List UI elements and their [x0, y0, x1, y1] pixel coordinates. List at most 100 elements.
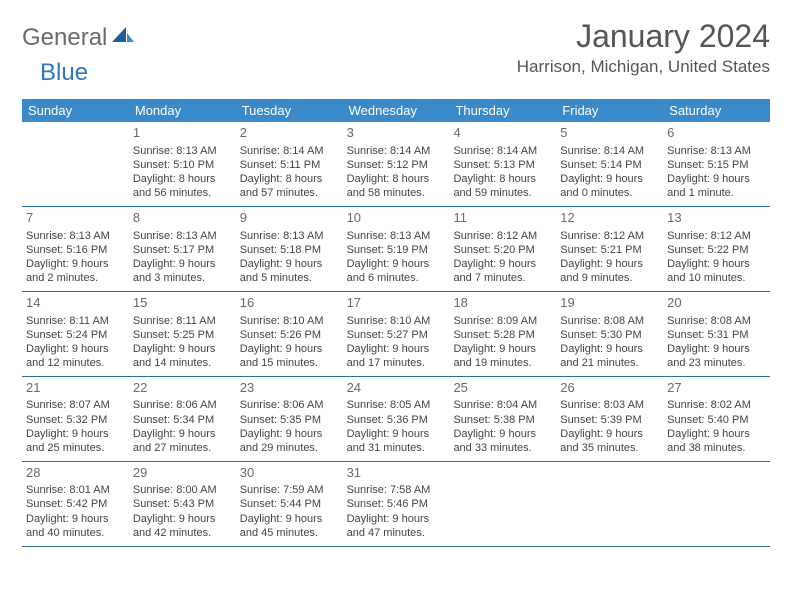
day-detail-line: Daylight: 9 hours: [560, 427, 659, 441]
day-detail-line: Sunset: 5:44 PM: [240, 497, 339, 511]
day-detail-line: and 21 minutes.: [560, 356, 659, 370]
day-detail-line: Sunrise: 8:13 AM: [347, 229, 446, 243]
day-detail-line: Sunrise: 8:11 AM: [26, 314, 125, 328]
day-detail-line: and 2 minutes.: [26, 271, 125, 285]
day-cell: 15Sunrise: 8:11 AMSunset: 5:25 PMDayligh…: [129, 292, 236, 376]
day-detail-line: Daylight: 9 hours: [26, 427, 125, 441]
day-detail-line: and 5 minutes.: [240, 271, 339, 285]
day-number: 13: [667, 210, 766, 227]
day-detail-line: Sunrise: 8:00 AM: [133, 483, 232, 497]
day-cell: 10Sunrise: 8:13 AMSunset: 5:19 PMDayligh…: [343, 207, 450, 291]
day-detail-line: Sunset: 5:30 PM: [560, 328, 659, 342]
day-number: 28: [26, 465, 125, 482]
day-detail-line: Sunrise: 8:13 AM: [133, 229, 232, 243]
day-detail-line: and 10 minutes.: [667, 271, 766, 285]
day-detail-line: and 47 minutes.: [347, 526, 446, 540]
day-number: 25: [453, 380, 552, 397]
day-detail-line: Sunrise: 8:13 AM: [240, 229, 339, 243]
day-cell: 11Sunrise: 8:12 AMSunset: 5:20 PMDayligh…: [449, 207, 556, 291]
day-detail-line: Sunrise: 8:05 AM: [347, 398, 446, 412]
day-cell: 27Sunrise: 8:02 AMSunset: 5:40 PMDayligh…: [663, 377, 770, 461]
day-detail-line: Sunset: 5:18 PM: [240, 243, 339, 257]
day-detail-line: and 1 minute.: [667, 186, 766, 200]
day-detail-line: and 7 minutes.: [453, 271, 552, 285]
day-cell: 23Sunrise: 8:06 AMSunset: 5:35 PMDayligh…: [236, 377, 343, 461]
day-cell: 14Sunrise: 8:11 AMSunset: 5:24 PMDayligh…: [22, 292, 129, 376]
day-detail-line: Sunrise: 8:12 AM: [667, 229, 766, 243]
day-detail-line: Sunrise: 8:10 AM: [347, 314, 446, 328]
day-detail-line: Daylight: 9 hours: [26, 342, 125, 356]
day-detail-line: Daylight: 9 hours: [347, 257, 446, 271]
day-detail-line: and 9 minutes.: [560, 271, 659, 285]
day-detail-line: Daylight: 9 hours: [560, 172, 659, 186]
dow-header-row: Sunday Monday Tuesday Wednesday Thursday…: [22, 99, 770, 122]
day-detail-line: Daylight: 9 hours: [133, 512, 232, 526]
day-detail-line: and 31 minutes.: [347, 441, 446, 455]
brand-word-1: General: [22, 24, 107, 52]
day-number: 16: [240, 295, 339, 312]
day-detail-line: Sunset: 5:43 PM: [133, 497, 232, 511]
day-detail-line: and 6 minutes.: [347, 271, 446, 285]
day-number: 8: [133, 210, 232, 227]
day-number: 15: [133, 295, 232, 312]
day-number: 21: [26, 380, 125, 397]
day-cell: 5Sunrise: 8:14 AMSunset: 5:14 PMDaylight…: [556, 122, 663, 206]
day-number: 18: [453, 295, 552, 312]
day-number: 17: [347, 295, 446, 312]
day-detail-line: Sunrise: 8:07 AM: [26, 398, 125, 412]
day-detail-line: Sunrise: 8:09 AM: [453, 314, 552, 328]
day-number: 22: [133, 380, 232, 397]
day-detail-line: Daylight: 9 hours: [667, 427, 766, 441]
day-detail-line: Sunset: 5:25 PM: [133, 328, 232, 342]
day-detail-line: Sunset: 5:31 PM: [667, 328, 766, 342]
day-detail-line: Sunrise: 8:12 AM: [453, 229, 552, 243]
day-detail-line: Sunrise: 8:14 AM: [560, 144, 659, 158]
day-number: 6: [667, 125, 766, 142]
day-number: 30: [240, 465, 339, 482]
day-detail-line: Daylight: 9 hours: [240, 427, 339, 441]
week-row: 7Sunrise: 8:13 AMSunset: 5:16 PMDaylight…: [22, 207, 770, 292]
day-cell: 25Sunrise: 8:04 AMSunset: 5:38 PMDayligh…: [449, 377, 556, 461]
day-detail-line: Daylight: 9 hours: [347, 512, 446, 526]
dow-thursday: Thursday: [449, 99, 556, 122]
day-detail-line: Sunset: 5:32 PM: [26, 413, 125, 427]
day-cell: [22, 122, 129, 206]
day-cell: [663, 462, 770, 546]
day-cell: 13Sunrise: 8:12 AMSunset: 5:22 PMDayligh…: [663, 207, 770, 291]
day-detail-line: and 17 minutes.: [347, 356, 446, 370]
day-detail-line: and 25 minutes.: [26, 441, 125, 455]
day-number: 14: [26, 295, 125, 312]
day-detail-line: Daylight: 9 hours: [453, 342, 552, 356]
day-detail-line: Daylight: 9 hours: [453, 427, 552, 441]
day-detail-line: and 42 minutes.: [133, 526, 232, 540]
day-detail-line: Daylight: 9 hours: [133, 342, 232, 356]
day-detail-line: Sunrise: 8:01 AM: [26, 483, 125, 497]
dow-wednesday: Wednesday: [343, 99, 450, 122]
day-detail-line: and 58 minutes.: [347, 186, 446, 200]
day-detail-line: Sunset: 5:26 PM: [240, 328, 339, 342]
dow-friday: Friday: [556, 99, 663, 122]
day-detail-line: Daylight: 9 hours: [347, 342, 446, 356]
day-cell: 2Sunrise: 8:14 AMSunset: 5:11 PMDaylight…: [236, 122, 343, 206]
day-detail-line: Daylight: 8 hours: [133, 172, 232, 186]
day-detail-line: and 19 minutes.: [453, 356, 552, 370]
day-cell: 19Sunrise: 8:08 AMSunset: 5:30 PMDayligh…: [556, 292, 663, 376]
day-cell: 31Sunrise: 7:58 AMSunset: 5:46 PMDayligh…: [343, 462, 450, 546]
day-detail-line: Daylight: 9 hours: [667, 172, 766, 186]
day-detail-line: and 57 minutes.: [240, 186, 339, 200]
day-detail-line: Daylight: 9 hours: [26, 257, 125, 271]
day-detail-line: Daylight: 9 hours: [453, 257, 552, 271]
week-row: 28Sunrise: 8:01 AMSunset: 5:42 PMDayligh…: [22, 462, 770, 547]
day-detail-line: Sunset: 5:10 PM: [133, 158, 232, 172]
day-detail-line: and 56 minutes.: [133, 186, 232, 200]
day-detail-line: Daylight: 8 hours: [453, 172, 552, 186]
day-cell: 20Sunrise: 8:08 AMSunset: 5:31 PMDayligh…: [663, 292, 770, 376]
day-cell: 3Sunrise: 8:14 AMSunset: 5:12 PMDaylight…: [343, 122, 450, 206]
day-cell: 12Sunrise: 8:12 AMSunset: 5:21 PMDayligh…: [556, 207, 663, 291]
day-detail-line: Sunset: 5:27 PM: [347, 328, 446, 342]
day-detail-line: Daylight: 9 hours: [133, 427, 232, 441]
day-number: 24: [347, 380, 446, 397]
calendar: Sunday Monday Tuesday Wednesday Thursday…: [22, 99, 770, 547]
day-cell: 6Sunrise: 8:13 AMSunset: 5:15 PMDaylight…: [663, 122, 770, 206]
day-detail-line: and 3 minutes.: [133, 271, 232, 285]
